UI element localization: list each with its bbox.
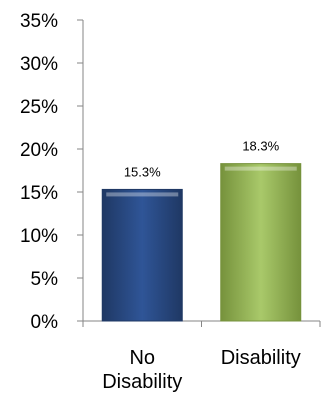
data-label: 15.3%	[124, 164, 161, 179]
bar-no-disability	[101, 188, 183, 322]
bar-highlight	[224, 166, 297, 171]
bar-disability	[220, 163, 302, 322]
x-category-label: No	[129, 347, 155, 369]
y-tick-label: 5%	[31, 269, 59, 290]
y-tick-label: 15%	[20, 183, 58, 204]
y-tick-label: 30%	[20, 54, 58, 75]
data-label: 18.3%	[242, 139, 279, 154]
y-tick-label: 10%	[20, 226, 58, 247]
data-labels: 15.3% 18.3%	[124, 139, 280, 180]
y-tick-label: 0%	[31, 312, 59, 333]
y-axis: 0% 5% 10% 15% 20% 25% 30% 35%	[20, 11, 84, 333]
x-category-label: Disability	[221, 347, 301, 369]
x-category-label: Disability	[102, 371, 182, 393]
y-tick-label: 35%	[20, 11, 58, 32]
y-tick-label: 25%	[20, 97, 58, 118]
y-tick-label: 20%	[20, 140, 58, 161]
bars	[101, 163, 302, 322]
bar-highlight	[106, 192, 179, 197]
